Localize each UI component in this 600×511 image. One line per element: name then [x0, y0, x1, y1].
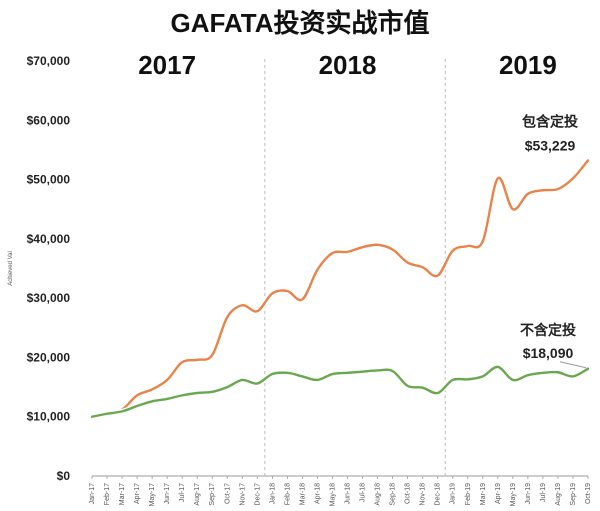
x-tick-label: Dec-17 — [254, 483, 261, 506]
year-label: 2018 — [319, 50, 377, 80]
annotation-label: 包含定投 — [522, 113, 578, 129]
y-tick-label: $60,000 — [27, 113, 71, 127]
y-tick-label: $30,000 — [27, 291, 71, 305]
x-tick-label: Oct-18 — [405, 483, 412, 504]
annotation-label: 不含定投 — [520, 322, 576, 338]
x-tick-label: Oct-17 — [224, 483, 231, 504]
x-tick-label: Feb-17 — [104, 483, 111, 505]
x-tick-label: Sep-17 — [209, 483, 216, 506]
x-tick-label: Jan-18 — [269, 483, 276, 505]
x-tick-label: Mar-17 — [119, 483, 126, 505]
x-tick-label: Jan-19 — [450, 483, 457, 505]
x-tick-label: Apr-18 — [314, 483, 321, 504]
year-label: 2017 — [138, 50, 196, 80]
x-tick-label: Aug-19 — [555, 483, 562, 506]
x-tick-label: Sep-18 — [390, 483, 397, 506]
x-tick-label: Jun-17 — [164, 483, 171, 505]
series-line-halo — [89, 364, 591, 420]
x-tick-label: Jan-17 — [89, 483, 96, 505]
y-tick-label: $10,000 — [27, 410, 71, 424]
x-tick-label: Jul-19 — [540, 483, 547, 502]
series-line — [90, 159, 590, 418]
annotations-layer: 包含定投 $53,229 不含定投 $18,090 — [520, 113, 587, 369]
x-tick-label: Aug-18 — [375, 483, 382, 506]
x-tick-label: Mar-19 — [480, 483, 487, 505]
x-tick-label: May-17 — [149, 483, 156, 506]
x-tick-label: Jun-19 — [525, 483, 532, 505]
x-tick-label: Sep-19 — [570, 483, 577, 506]
annotation-value: $53,229 — [525, 137, 576, 153]
chart-title: GAFATA投资实战市值 — [170, 8, 429, 38]
x-tick-label: Nov-17 — [239, 483, 246, 506]
x-tick-label: Oct-19 — [585, 483, 592, 504]
x-tick-label: Apr-19 — [495, 483, 502, 504]
x-tick-label: Dec-18 — [435, 483, 442, 506]
annotation-value: $18,090 — [523, 345, 574, 361]
x-tick-label: May-18 — [329, 483, 336, 506]
x-tick-label: Feb-18 — [284, 483, 291, 505]
year-labels: 2017 2018 2019 — [138, 50, 557, 80]
x-tick-label: Feb-19 — [465, 483, 472, 505]
axes-layer: $0 $10,000 $20,000 $30,000 $40,000 $50,000 $60… — [8, 54, 592, 506]
y-tick-label: $40,000 — [27, 232, 71, 246]
year-label: 2019 — [499, 50, 557, 80]
x-tick-label: Jun-18 — [345, 483, 352, 505]
y-tick-label: $20,000 — [27, 350, 71, 364]
y-axis-label: Achieved Val — [8, 251, 14, 286]
x-tick-label: May-19 — [510, 483, 517, 506]
x-tick-label: Aug-17 — [194, 483, 201, 506]
x-tick-label: Apr-17 — [134, 483, 141, 504]
series-line — [90, 365, 590, 418]
x-tick-label: Nov-18 — [420, 483, 427, 506]
series-layer — [89, 157, 591, 420]
y-tick-label: $70,000 — [27, 54, 71, 68]
y-tick-label: $0 — [57, 469, 71, 483]
x-tick-label: Jul-17 — [179, 483, 186, 502]
x-tick-label: Mar-18 — [299, 483, 306, 505]
x-tick-label: Jul-18 — [360, 483, 367, 502]
y-tick-label: $50,000 — [27, 173, 71, 187]
annotation-leader-line — [559, 361, 587, 369]
